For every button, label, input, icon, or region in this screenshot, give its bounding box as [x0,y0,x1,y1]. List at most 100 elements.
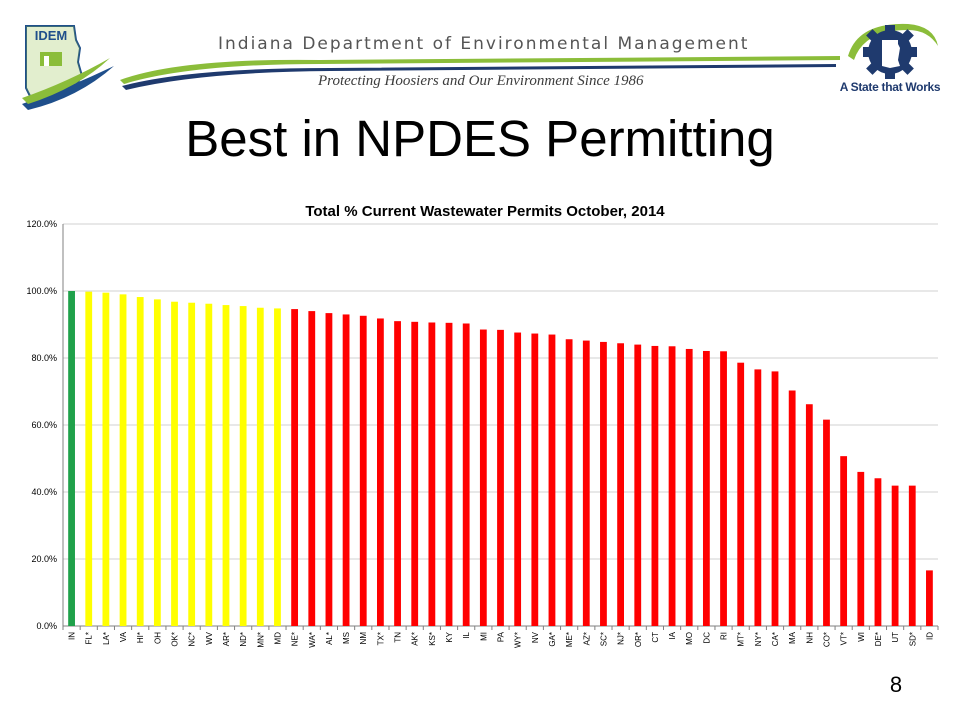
x-tick-label: TN [394,632,403,643]
bar-md [274,308,281,626]
bar-tx [377,318,384,626]
x-tick-label: AK* [411,632,420,646]
x-tick-label: NM [359,632,368,645]
x-tick-label: WI [857,632,866,642]
x-tick-label: SC* [599,632,608,646]
x-tick-label: VA [119,631,128,642]
x-tick-label: NJ* [617,632,626,645]
y-tick-label: 60.0% [31,420,57,430]
x-tick-label: HI* [136,632,145,643]
x-tick-label: ID [925,632,934,640]
chart-title: Total % Current Wastewater Permits Octob… [305,203,665,220]
x-tick-label: NC* [188,632,197,647]
bar-ny [754,369,762,626]
x-tick-label: NE* [291,632,300,646]
x-tick-label: CO* [822,632,831,647]
y-axis-ticks: 0.0% 20.0% 40.0% 60.0% 80.0% 100.0% 120.0% [26,219,57,631]
x-tick-label: NH [805,632,814,644]
bar-mn [256,307,264,626]
indiana-state-gear-logo-icon [848,23,938,79]
bar-ca [771,371,779,626]
bar-ga [548,334,556,626]
bar-wa [308,311,316,626]
x-tick-label: NY* [754,632,763,646]
bar-wi [857,471,865,626]
x-axis-ticks: IN FL* LA* VA HI* OH OK* NC* WV AR* ND* MN* MD NE* WA*… [62,626,939,648]
bar-ri [720,351,727,626]
bar-or [634,344,642,626]
x-tick-label: TX* [376,632,385,645]
bar-wy [514,332,522,626]
bar-ak [411,321,419,626]
x-tick-label: AL* [325,632,334,645]
agency-tagline: Protecting Hoosiers and Our Environment … [318,73,644,89]
bar-sd [908,485,916,626]
bar-va [119,294,127,626]
banner-swoosh-icon [120,56,840,90]
x-tick-label: KY [445,631,454,642]
x-tick-label: MS [342,632,351,644]
bar-oh [153,299,161,626]
bar-ms [342,314,350,626]
x-tick-label: RI [720,632,729,640]
slide-title: Best in NPDES Permitting [185,110,775,167]
x-tick-label: LA* [102,632,111,645]
bar-nd [239,306,247,626]
bar-co [823,419,830,626]
bar-dc [702,350,710,626]
x-tick-label: MO [685,632,694,645]
x-tick-label: GA* [548,632,557,647]
bar-la [102,292,110,626]
x-tick-label: NV [531,631,540,643]
x-tick-label: MT* [737,632,746,647]
bar-tn [394,321,401,626]
agency-name: Indiana Department of Environmental Mana… [218,34,750,54]
bar-pa [497,329,504,626]
bar-ky [445,322,453,626]
x-tick-label: AZ* [582,632,591,645]
bar-wv [205,303,213,626]
x-tick-label: WA* [308,632,317,648]
bar-ut [891,485,899,626]
page-number: 8 [889,672,903,697]
y-tick-label: 100.0% [26,286,57,296]
bar-mo [685,348,693,626]
x-tick-label: ND* [239,632,248,647]
bar-id [926,570,933,626]
bar-nj [617,343,624,626]
x-tick-label: IN [68,632,77,640]
x-tick-label: SD* [908,632,917,646]
bar-mt [737,362,745,626]
x-tick-label: IA [668,631,677,639]
state-slogan: A State that Works [839,80,941,94]
bar-al [325,313,333,626]
x-tick-label: ME* [565,632,574,647]
x-tick-label: KS* [428,632,437,646]
bar-nc [188,302,196,626]
x-tick-label: MI [479,632,488,641]
bar-fl [85,291,93,626]
bar-de [874,478,882,626]
bar-ar [222,305,230,626]
idem-logo-text: IDEM [35,28,68,43]
x-tick-label: WY* [514,632,523,648]
bar-nm [359,315,367,626]
x-tick-label: MN* [256,632,265,648]
bar-ia [668,346,676,626]
slide-header: IDEM Indiana Department of Environmental… [0,0,960,115]
x-tick-label: CA* [771,632,780,646]
bar-az [582,340,590,626]
x-tick-label: AR* [222,632,231,646]
y-tick-label: 0.0% [36,621,57,631]
y-tick-label: 80.0% [31,353,57,363]
bar-mi [479,329,487,626]
bar-ks [428,322,436,626]
x-tick-label: OK* [171,632,180,647]
x-tick-label: CT [651,632,660,643]
y-tick-label: 20.0% [31,554,57,564]
bar-ok [171,301,178,626]
bar-ct [651,345,659,626]
x-tick-label: OH [153,632,162,644]
bar-nh [805,404,813,626]
x-tick-label: MD [273,632,282,645]
